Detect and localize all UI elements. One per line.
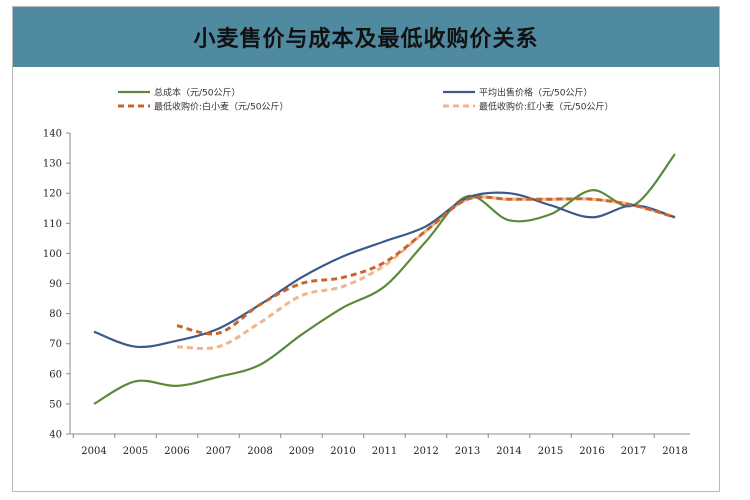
series-line-1 [93, 153, 676, 405]
title-bar: 小麦售价与成本及最低收购价关系 [13, 7, 719, 67]
y-tick-label: 80 [49, 309, 62, 320]
x-tick-label: 2017 [621, 446, 646, 457]
legend-label-4: 最低收购价:红小麦（元/50公斤） [479, 101, 614, 113]
x-tick-label: 2016 [579, 446, 604, 457]
y-tick-label: 50 [49, 399, 62, 410]
legend-label-3: 最低收购价:白小麦（元/50公斤） [154, 101, 289, 113]
x-tick-label: 2013 [455, 446, 480, 457]
series-lines [93, 153, 676, 405]
x-tick-label: 2008 [247, 446, 272, 457]
series-line-2 [93, 191, 676, 349]
x-tick-label: 2010 [330, 446, 355, 457]
series-line-4 [176, 195, 676, 350]
x-tick-label: 2014 [496, 446, 521, 457]
y-tick-label: 100 [43, 249, 62, 260]
x-tick-label: 2009 [289, 446, 314, 457]
x-ticks: 2004 2005 2006 2007 2008 2009 2010 2011 2012 2013… [72, 434, 688, 457]
y-ticks: 40 50 60 70 80 90 100 110 120 130 140 [43, 129, 70, 441]
legend: 总成本（元/50公斤） 平均出售价格（元/50公斤） 最低收购价:白小麦（元/50公… [118, 87, 614, 113]
x-tick-label: 2018 [662, 446, 687, 457]
x-tick-label: 2004 [81, 446, 106, 457]
axes [69, 133, 690, 435]
x-tick-label: 2006 [164, 446, 189, 457]
y-tick-label: 70 [49, 339, 62, 350]
chart-frame: 小麦售价与成本及最低收购价关系 [12, 6, 720, 492]
x-tick-label: 2012 [413, 446, 438, 457]
x-tick-label: 2015 [538, 446, 563, 457]
chart-title: 小麦售价与成本及最低收购价关系 [193, 27, 539, 52]
y-tick-label: 120 [43, 189, 62, 200]
x-tick-label: 2011 [372, 446, 397, 457]
x-tick-label: 2005 [123, 446, 148, 457]
x-tick-label: 2007 [206, 446, 231, 457]
y-tick-label: 110 [43, 219, 62, 230]
series-line-3 [176, 195, 676, 336]
legend-label-1: 总成本（元/50公斤） [154, 87, 241, 99]
legend-label-2: 平均出售价格（元/50公斤） [479, 87, 593, 99]
y-tick-label: 130 [43, 159, 62, 170]
y-tick-label: 40 [49, 430, 62, 441]
y-tick-label: 90 [49, 279, 62, 290]
y-tick-label: 60 [49, 369, 62, 380]
y-tick-label: 140 [43, 129, 62, 140]
